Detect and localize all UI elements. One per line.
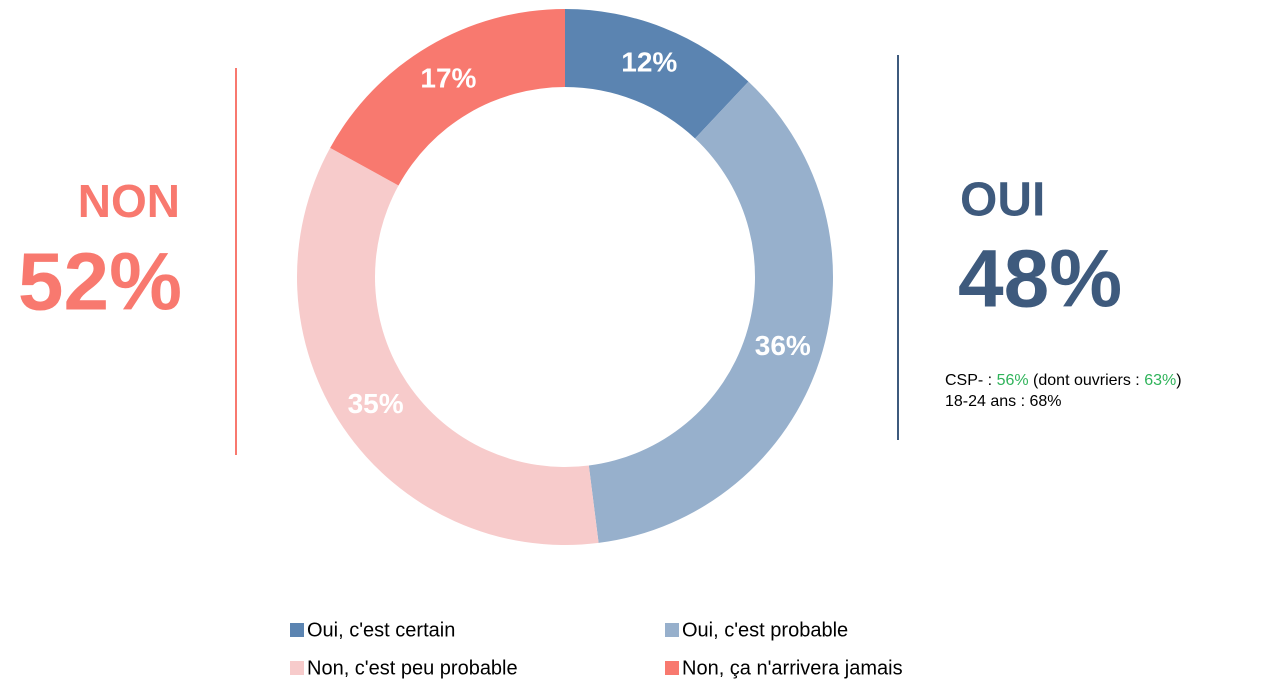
slice <box>565 9 749 139</box>
value-label: 35% <box>348 388 404 419</box>
note: CSP- : 56% (dont ouvriers : 63%) <box>945 372 1182 389</box>
slice <box>330 9 565 186</box>
legend-swatch <box>290 623 304 637</box>
note-part: ) <box>1176 372 1181 389</box>
note-part: CSP- : <box>945 372 997 389</box>
legend-label: Non, c'est peu probable <box>307 657 518 679</box>
right-value: 48% <box>958 234 1122 325</box>
value-label: 12% <box>621 46 677 77</box>
note-part: 56% <box>997 372 1029 389</box>
legend-label: Oui, c'est certain <box>307 619 455 641</box>
legend-label: Oui, c'est probable <box>682 619 848 641</box>
value-label: 36% <box>755 330 811 361</box>
slice <box>588 81 834 543</box>
left-label: NON <box>78 175 180 227</box>
legend-swatch <box>665 623 679 637</box>
note: 18-24 ans : 68% <box>945 393 1062 410</box>
note-part: (dont ouvriers : <box>1029 372 1145 389</box>
legend-swatch <box>665 661 679 675</box>
legend-swatch <box>290 661 304 675</box>
left-value: 52% <box>18 237 182 328</box>
value-label: 17% <box>420 62 476 93</box>
right-label: OUI <box>960 174 1045 227</box>
note-part: 63% <box>1144 372 1176 389</box>
legend-label: Non, ça n'arrivera jamais <box>682 657 903 679</box>
slice <box>297 147 599 545</box>
